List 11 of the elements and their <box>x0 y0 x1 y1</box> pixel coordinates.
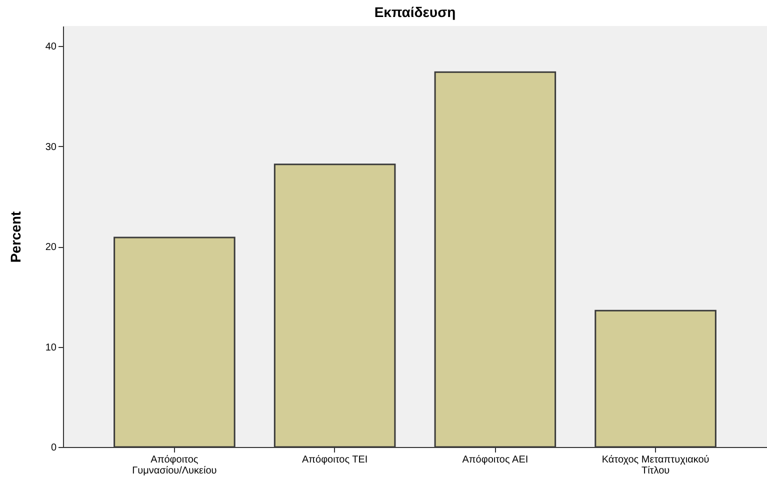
y-tick-label: 40 <box>45 42 57 53</box>
chart-title: Εκπαίδευση <box>374 4 456 20</box>
y-tick-label: 0 <box>50 442 57 454</box>
x-tick-label: Απόφοιτος ΤΕΙ <box>302 454 368 466</box>
y-tick-label: 20 <box>45 242 57 254</box>
y-axis-title: Percent <box>7 210 24 263</box>
y-tick-label: 10 <box>45 342 57 354</box>
x-tick-label: Απόφοιτος ΑΕΙ <box>462 454 528 466</box>
x-tick-label: Απόφοιτος Γυμνασίου/Λυκείου <box>132 454 217 476</box>
x-tick-label: Κάτοχος Μεταπτυχιακού Τίτλου <box>602 454 710 476</box>
y-tick-label: 30 <box>45 142 57 153</box>
